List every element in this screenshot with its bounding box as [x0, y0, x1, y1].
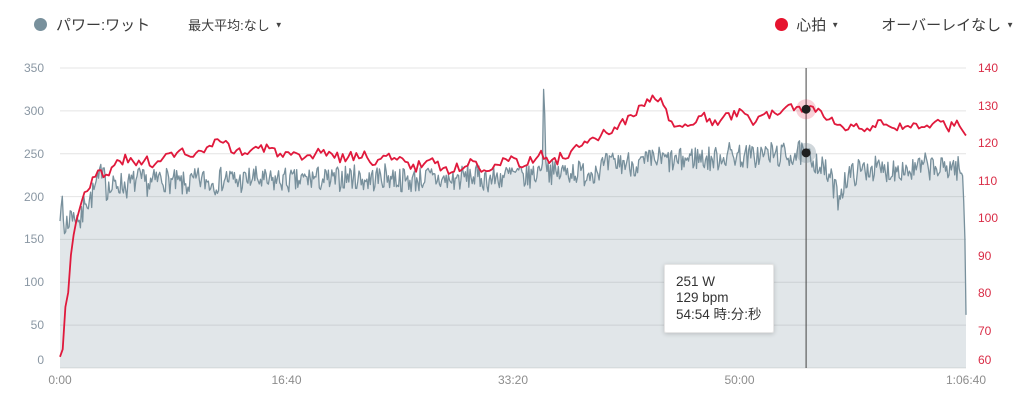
heart-rate-series-dot: [775, 18, 789, 31]
power-legend: パワー:ワット 最大平均:なし ▼: [34, 14, 283, 35]
left-axis-tick: 100: [23, 275, 44, 290]
caret-down-icon: ▼: [1006, 20, 1014, 30]
overlay-dropdown[interactable]: オーバーレイなし ▼: [881, 14, 1014, 35]
left-axis-tick: 200: [23, 189, 44, 204]
tooltip-hr-value: 129 bpm: [676, 290, 729, 306]
right-axis-labels: 140 130 120 110 100 90 80 70 60: [978, 0, 1020, 410]
power-marker-dot: [801, 148, 811, 158]
right-controls: 心拍 ▼ オーバーレイなし ▼: [775, 14, 1014, 35]
chart-header: パワー:ワット 最大平均:なし ▼ 心拍 ▼ オーバーレイなし ▼: [0, 0, 1024, 52]
right-axis-tick: 140: [978, 61, 999, 75]
left-axis-tick: 50: [30, 318, 44, 333]
max-average-dropdown[interactable]: 最大平均:なし ▼: [188, 15, 283, 34]
power-series-dot: [34, 18, 47, 31]
chart-tooltip: 251 W 129 bpm 54:54 時:分:秒: [664, 264, 774, 334]
right-axis-tick: 120: [978, 136, 999, 150]
caret-down-icon: ▼: [831, 20, 840, 30]
max-average-label: 最大平均:なし: [188, 18, 270, 33]
x-axis-tick: 33:20: [497, 373, 529, 387]
left-axis-labels: 350 300 250 200 150 100 50 0: [4, 0, 46, 410]
hr-marker-dot: [801, 104, 811, 114]
heart-rate-label: 心拍: [796, 17, 827, 34]
power-line: [59, 88, 967, 315]
x-axis-tick: 50:00: [724, 373, 755, 387]
left-axis-tick: 350: [23, 61, 44, 75]
right-axis-tick: 70: [978, 323, 992, 338]
right-axis-tick: 80: [978, 286, 992, 300]
x-axis-tick: 1:06:40: [945, 373, 987, 387]
right-axis-tick: 60: [978, 353, 992, 367]
tooltip-time-value: 54:54 時:分:秒: [676, 306, 762, 322]
left-axis-tick: 250: [23, 146, 44, 161]
left-axis-tick: 300: [23, 103, 44, 118]
right-axis-tick: 100: [978, 211, 999, 225]
power-series-label: パワー:ワット: [56, 17, 151, 34]
heart-rate-dropdown[interactable]: 心拍 ▼: [775, 14, 839, 35]
heart-rate-line: [59, 94, 967, 358]
caret-down-icon: ▼: [274, 20, 283, 30]
overlay-label: オーバーレイなし: [881, 17, 1002, 34]
left-axis-tick: 0: [37, 353, 44, 367]
right-axis-tick: 130: [978, 98, 999, 113]
left-axis-tick: 150: [23, 232, 44, 247]
x-axis-tick: 0:00: [48, 373, 72, 387]
right-axis-tick: 110: [978, 173, 998, 188]
tooltip-power-value: 251 W: [676, 274, 716, 289]
x-axis-tick: 16:40: [271, 373, 302, 387]
right-axis-tick: 90: [978, 248, 992, 263]
